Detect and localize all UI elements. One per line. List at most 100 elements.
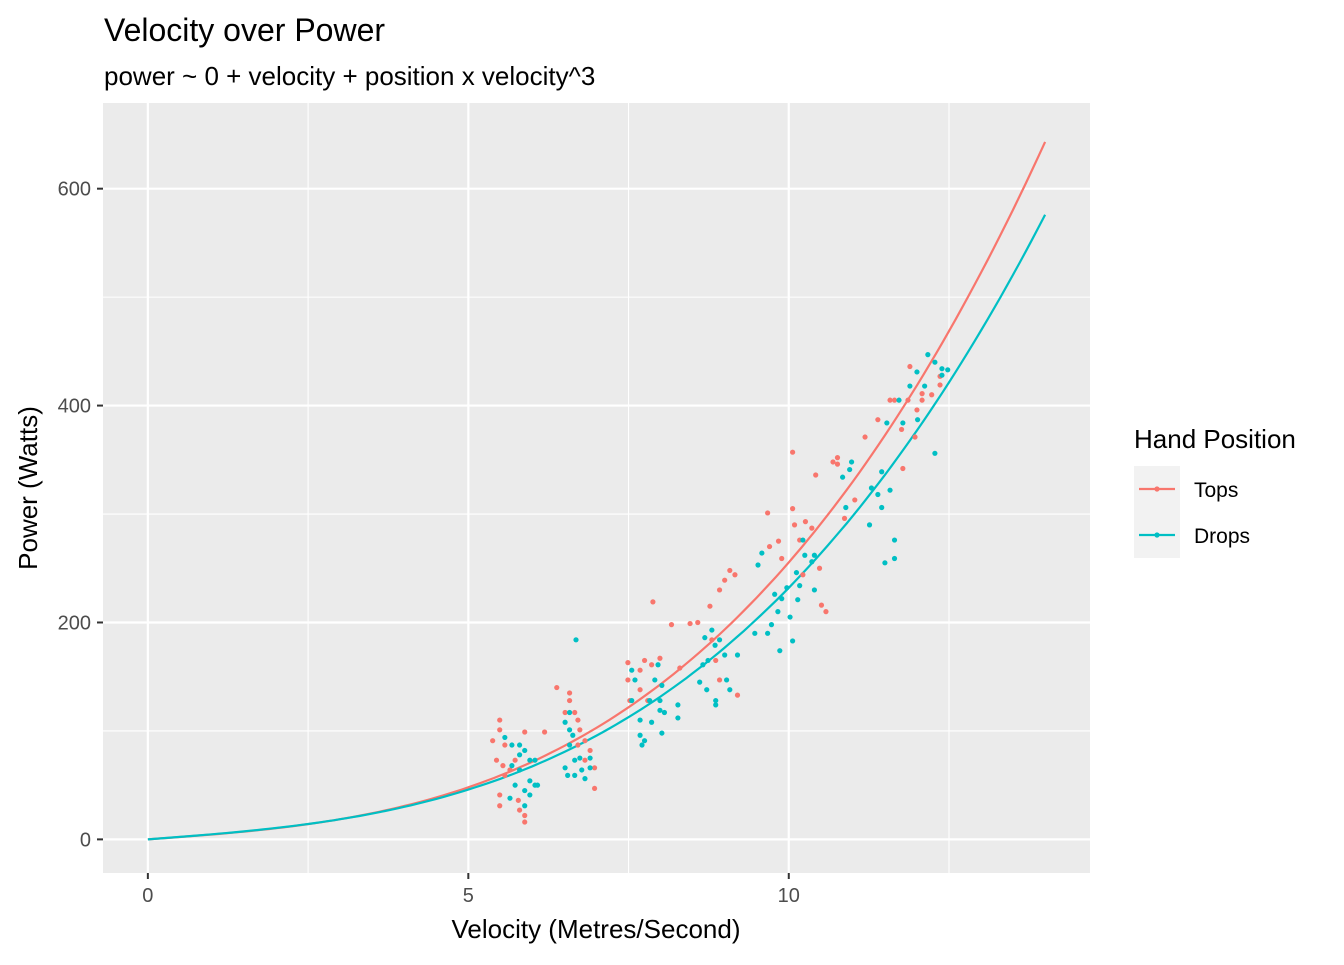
- point-tops: [727, 567, 733, 574]
- point-tops: [709, 637, 715, 643]
- point-drops: [887, 487, 893, 493]
- point-tops: [587, 747, 593, 754]
- point-tops: [823, 609, 829, 615]
- point-tops: [566, 690, 573, 696]
- point-tops: [713, 657, 719, 664]
- point-drops: [712, 642, 718, 648]
- point-tops: [891, 397, 898, 403]
- point-drops: [790, 638, 796, 644]
- point-drops: [661, 709, 668, 716]
- point-tops: [657, 655, 663, 661]
- point-drops: [896, 397, 902, 403]
- point-drops: [566, 727, 573, 733]
- point-tops: [722, 577, 728, 583]
- point-drops: [659, 730, 665, 736]
- point-drops: [702, 635, 708, 641]
- point-drops: [727, 687, 733, 693]
- point-drops: [522, 803, 528, 809]
- point-tops: [765, 510, 771, 516]
- point-drops: [752, 630, 758, 636]
- point-tops: [625, 677, 631, 683]
- x-tick-label: 5: [463, 885, 474, 907]
- point-tops: [625, 660, 631, 666]
- point-tops: [834, 455, 841, 461]
- point-tops: [566, 697, 573, 704]
- point-drops: [709, 627, 715, 633]
- point-drops: [755, 562, 761, 568]
- point-drops: [579, 767, 585, 773]
- point-tops: [695, 619, 701, 626]
- point-drops: [657, 697, 663, 704]
- point-drops: [713, 697, 719, 704]
- point-tops: [668, 622, 675, 628]
- x-axis-label: Velocity (Metres/Second): [451, 914, 740, 944]
- point-tops: [919, 397, 925, 403]
- point-tops: [898, 426, 905, 433]
- point-drops: [797, 583, 803, 589]
- point-drops: [939, 366, 945, 372]
- point-drops: [516, 742, 523, 748]
- point-tops: [541, 729, 548, 735]
- point-tops: [907, 363, 913, 370]
- point-tops: [512, 757, 518, 763]
- point-drops: [700, 662, 706, 668]
- point-tops: [637, 667, 643, 673]
- point-tops: [591, 785, 598, 792]
- point-drops: [932, 359, 938, 365]
- legend-label-drops: Drops: [1194, 525, 1250, 548]
- point-drops: [509, 742, 515, 748]
- point-tops: [507, 767, 513, 773]
- point-drops: [587, 755, 593, 761]
- point-tops: [502, 772, 508, 778]
- point-drops: [900, 420, 906, 426]
- x-axis: 0 5 10: [142, 873, 800, 907]
- point-drops: [868, 485, 875, 491]
- y-tick-label: 600: [58, 179, 91, 201]
- point-drops: [811, 587, 818, 593]
- point-drops: [572, 772, 578, 778]
- point-tops: [900, 465, 906, 472]
- point-drops: [879, 504, 885, 511]
- chart-title: Velocity over Power: [104, 12, 385, 48]
- point-drops: [768, 622, 775, 628]
- point-tops: [687, 620, 693, 627]
- legend-point-tops: [1154, 486, 1160, 492]
- point-drops: [800, 537, 806, 543]
- point-drops: [843, 504, 849, 511]
- point-drops: [772, 591, 778, 597]
- point-drops: [562, 765, 568, 771]
- point-tops: [500, 763, 506, 769]
- point-drops: [724, 677, 730, 683]
- point-drops: [891, 555, 898, 562]
- point-drops: [629, 697, 635, 704]
- point-drops: [655, 662, 661, 668]
- point-drops: [509, 763, 515, 769]
- point-drops: [527, 778, 533, 784]
- point-tops: [775, 538, 782, 544]
- point-drops: [777, 648, 783, 654]
- point-drops: [802, 552, 808, 558]
- point-drops: [532, 757, 538, 763]
- y-tick-label: 200: [58, 612, 91, 634]
- point-tops: [919, 391, 925, 397]
- point-tops: [813, 472, 819, 478]
- point-tops: [577, 727, 583, 733]
- point-drops: [572, 757, 578, 763]
- point-drops: [779, 596, 785, 602]
- point-drops: [527, 792, 533, 798]
- point-drops: [932, 450, 938, 456]
- point-drops: [675, 702, 681, 708]
- point-tops: [522, 729, 528, 735]
- legend-item-tops: Tops: [1134, 466, 1238, 512]
- point-tops: [887, 397, 893, 403]
- point-drops: [847, 466, 853, 473]
- point-tops: [791, 522, 798, 528]
- y-tick-label: 0: [80, 829, 91, 851]
- point-tops: [490, 738, 496, 744]
- point-drops: [659, 682, 665, 688]
- point-drops: [765, 630, 771, 636]
- point-tops: [707, 603, 713, 609]
- point-drops: [582, 776, 588, 782]
- point-tops: [816, 565, 823, 571]
- point-drops: [566, 709, 573, 716]
